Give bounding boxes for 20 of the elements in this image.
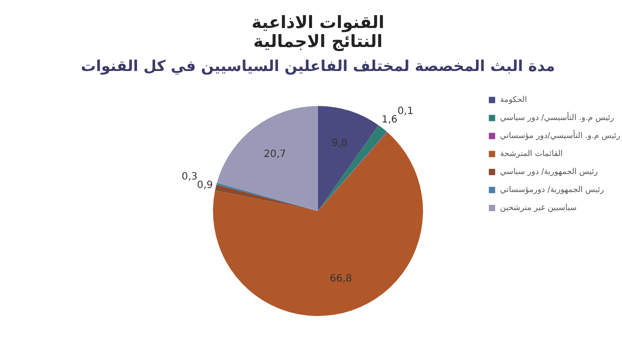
data-label: 0,1 [398, 106, 414, 117]
legend-label: القائمات المترشحة [500, 149, 563, 158]
chart-subtitle: النتائج الاجمالية [253, 32, 383, 52]
data-label: 9,8 [332, 138, 348, 149]
pie-slice [318, 106, 379, 211]
legend-label: رئيس م.و. التأسيسي/دور مؤسساتي [500, 129, 620, 140]
legend-label: سياسيين غير مترشحين [500, 203, 578, 212]
data-label: 1,6 [382, 114, 398, 126]
legend-label: رئيس م.و. التأسيسي/ دور سياسي [500, 111, 614, 122]
data-label: 66,8 [330, 274, 352, 285]
chart-title: القنوات الاذاعية [252, 13, 384, 34]
legend-label: الحكومة [500, 95, 527, 104]
legend-label: رئيس الجمهورية/ دور سياسي [500, 167, 598, 176]
pie-slice [216, 106, 318, 211]
data-label: 20,7 [264, 149, 286, 160]
legend-label: رئيس الجمهورية/ دورمؤسساتي [500, 185, 604, 194]
text: مدة البث المخصصة لمختلف الفاعلين السياسيين في كل القنوات [80, 57, 556, 76]
pie-slice [213, 132, 423, 316]
data-label: 0,9 [196, 180, 213, 192]
data-label: 0,3 [182, 171, 198, 182]
